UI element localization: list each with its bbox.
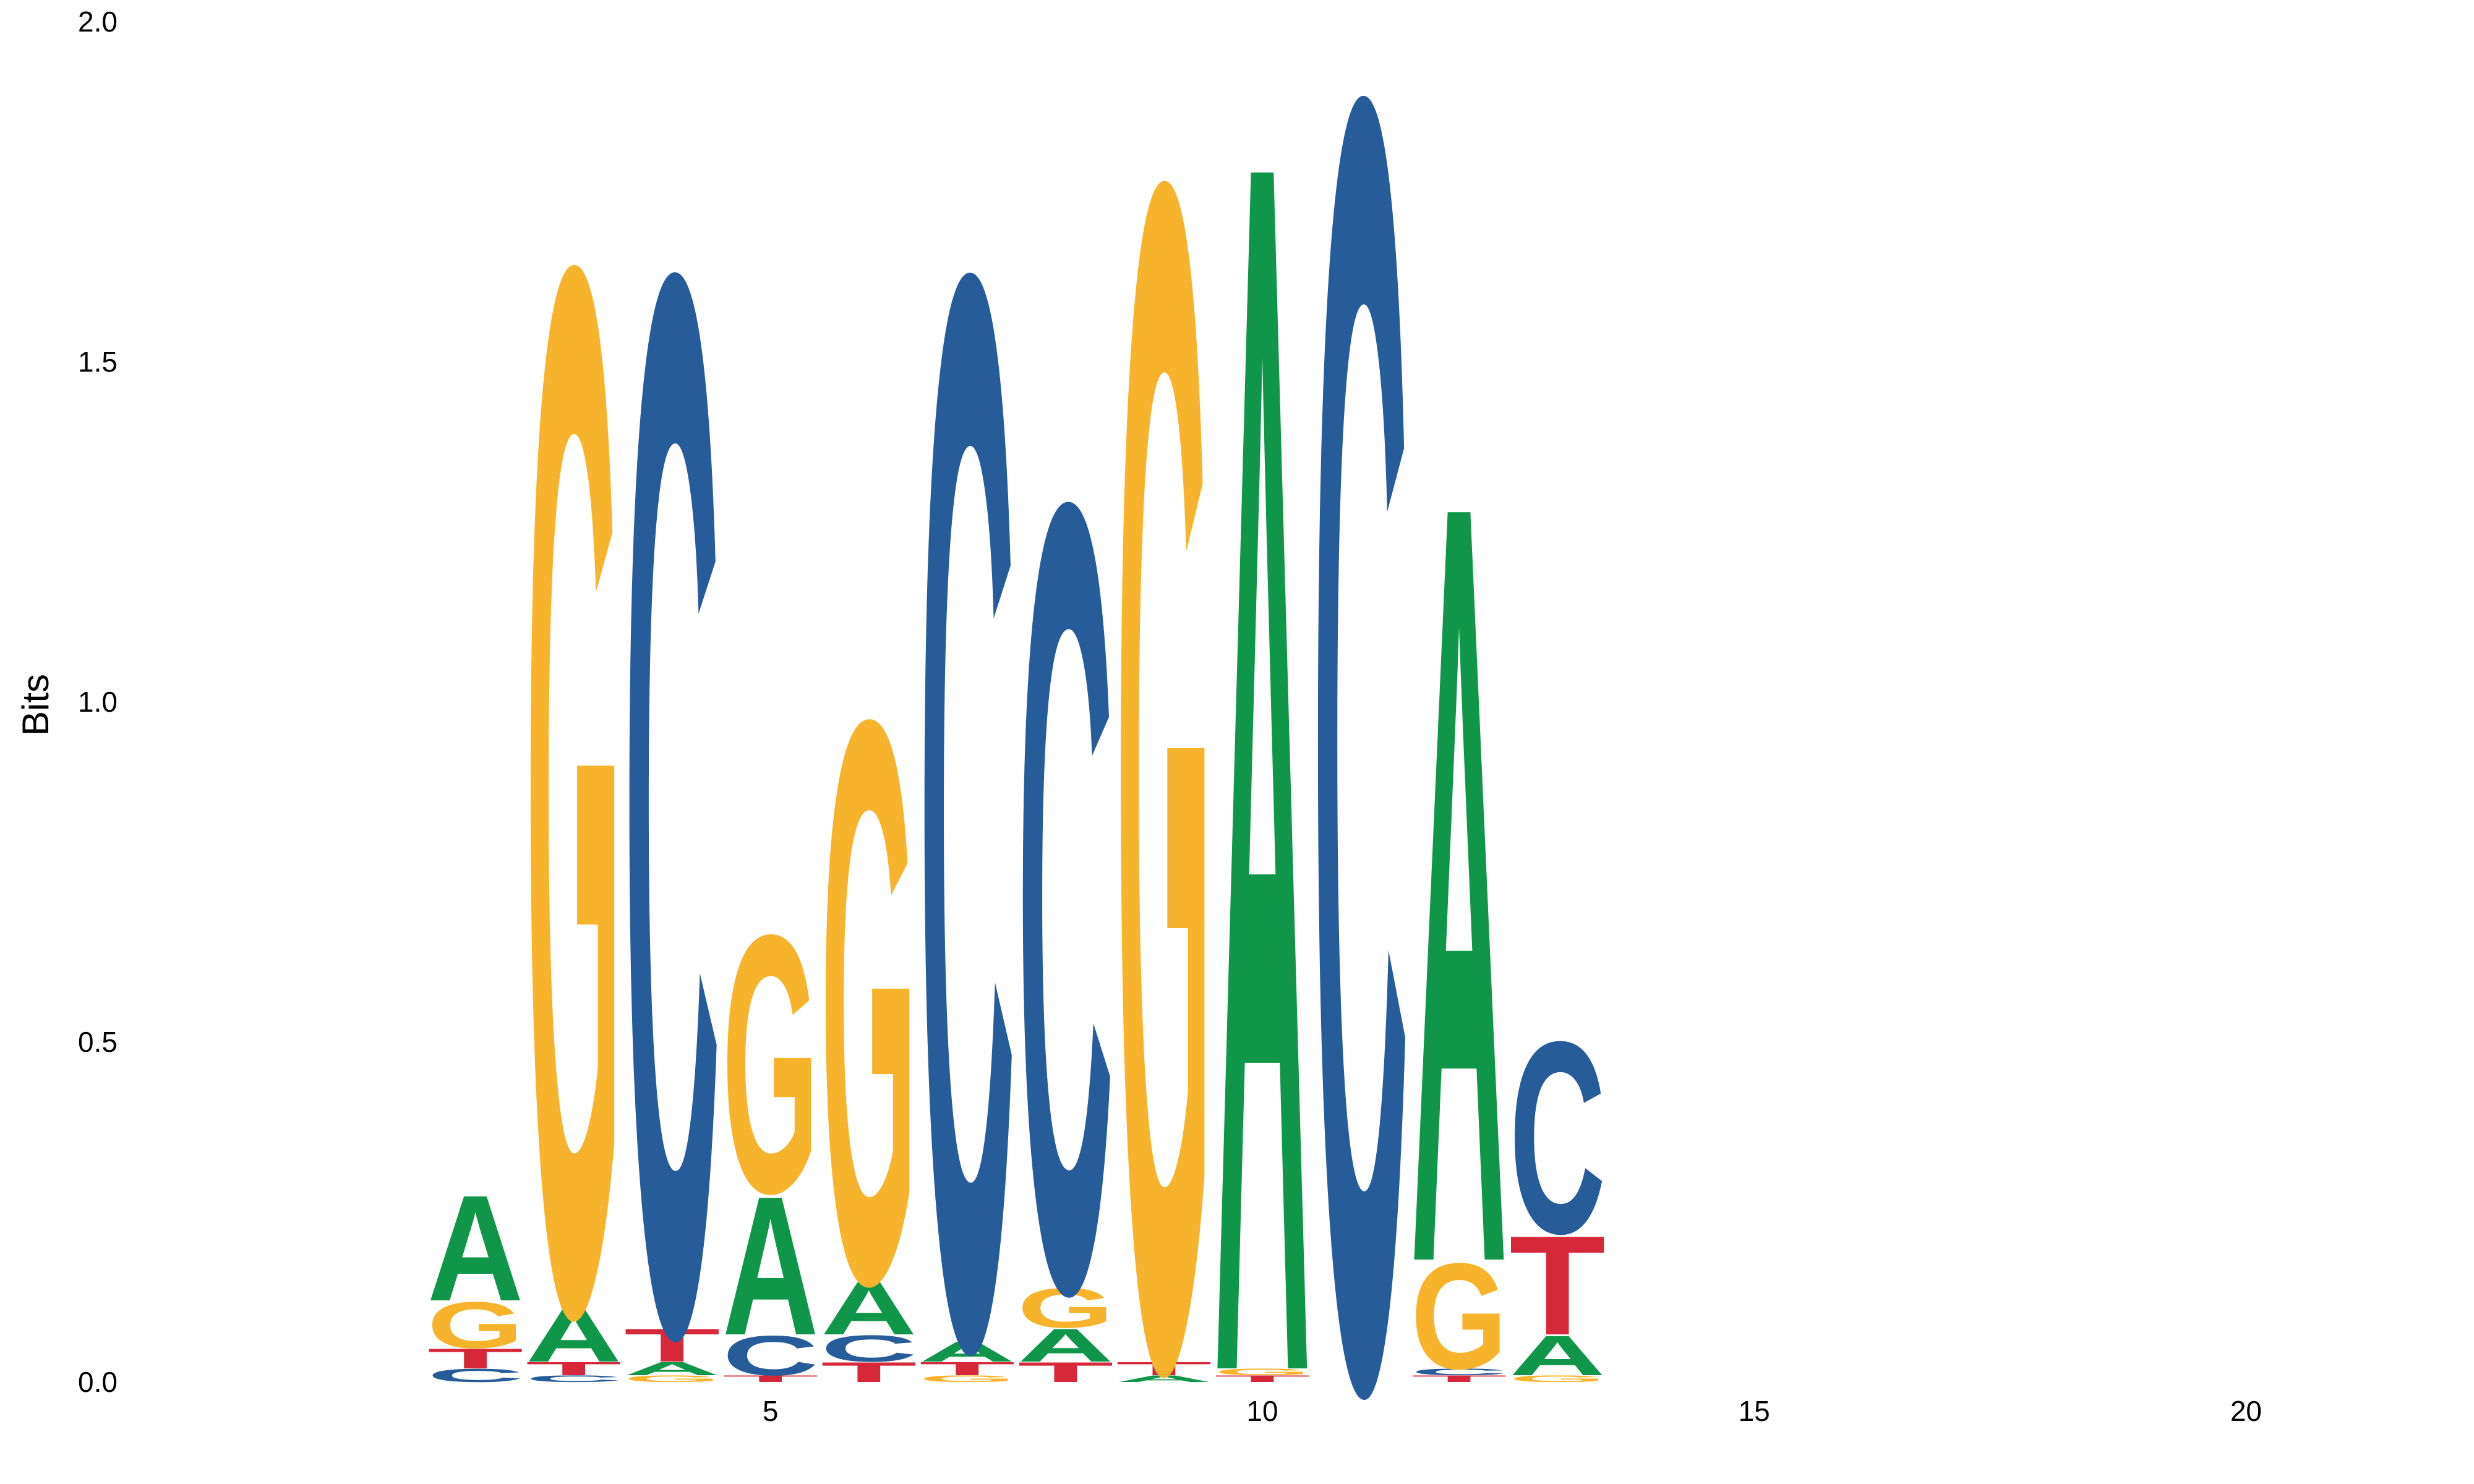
- x-axis-ticks: 5 10 15 20: [763, 1395, 2262, 1427]
- y-axis-ticks: 0.0 0.5 1.0 1.5 2.0: [78, 6, 118, 1398]
- logo-letter-G-pos-8: G: [1017, 1277, 1114, 1340]
- y-tick-label: 1.5: [78, 346, 118, 378]
- logo-letter-G-pos-2: G: [427, 1289, 524, 1362]
- logo-letter-C-pos-5: C: [722, 1324, 819, 1388]
- logo-letter-T-pos-12: T: [1411, 1373, 1507, 1384]
- logo-letter-A-pos-3: A: [526, 1294, 622, 1378]
- logo-letter-T-pos-13: T: [1509, 1206, 1606, 1365]
- logo-letter-C-pos-7: C: [919, 0, 1016, 1484]
- logo-letter-T-pos-6: T: [821, 1356, 917, 1388]
- y-tick-label: 0.0: [78, 1366, 118, 1398]
- logo-letter-T-pos-3: T: [526, 1358, 622, 1379]
- logo-letter-G-pos-7: G: [919, 1373, 1016, 1384]
- logo-letter-G-pos-10: G: [1214, 1367, 1311, 1377]
- x-tick-label: 10: [1246, 1395, 1278, 1427]
- logo-letter-G-pos-6: G: [821, 553, 917, 1451]
- logo-letter-T-pos-2: T: [427, 1342, 524, 1374]
- y-tick-label: 2.0: [78, 6, 118, 38]
- logo-letter-G-pos-12: G: [1411, 1232, 1507, 1401]
- logo-letter-C-pos-13: C: [1509, 985, 1606, 1291]
- y-tick-label: 1.0: [78, 686, 118, 718]
- logo-letter-A-pos-13: A: [1509, 1324, 1606, 1388]
- logo-letter-C-pos-11: C: [1312, 0, 1409, 1484]
- logo-letter-T-pos-7: T: [919, 1358, 1016, 1379]
- logo-letter-G-pos-3: G: [526, 0, 622, 1484]
- logo-letter-G-pos-4: G: [624, 1373, 721, 1384]
- x-tick-label: 5: [763, 1395, 779, 1427]
- logo-letter-A-pos-9: A: [1116, 1373, 1212, 1384]
- logo-letter-T-pos-5: T: [722, 1373, 819, 1384]
- logo-letter-T-pos-8: T: [1017, 1356, 1114, 1388]
- y-tick-label: 0.5: [78, 1026, 118, 1058]
- logo-letter-A-pos-5: A: [722, 1154, 819, 1376]
- logo-letter-A-pos-6: A: [821, 1266, 917, 1351]
- logo-letter-G-pos-9: G: [1116, 0, 1212, 1484]
- logo-letter-C-pos-2: C: [427, 1365, 524, 1386]
- logo-letter-T-pos-10: T: [1214, 1373, 1311, 1384]
- logo-letter-T-pos-4: T: [624, 1319, 721, 1371]
- logo-letter-C-pos-8: C: [1017, 270, 1114, 1484]
- logo-letter-A-pos-10: A: [1214, 0, 1311, 1484]
- logo-letter-A-pos-2: A: [427, 1163, 524, 1333]
- logo-letter-C-pos-3: C: [526, 1373, 622, 1384]
- logo-letter-A-pos-12: A: [1411, 277, 1507, 1484]
- logo-letter-G-pos-13: G: [1509, 1373, 1606, 1384]
- logo-letter-G-pos-5: G: [722, 859, 819, 1270]
- logo-letter-C-pos-4: C: [624, 0, 721, 1484]
- x-tick-label: 20: [2230, 1395, 2262, 1427]
- logo-letter-A-pos-4: A: [624, 1358, 721, 1379]
- logo-letter-A-pos-8: A: [1017, 1319, 1114, 1371]
- logo-letter-C-pos-12: C: [1411, 1367, 1507, 1377]
- x-tick-label: 15: [1739, 1395, 1770, 1427]
- logo-letter-T-pos-9: T: [1116, 1358, 1212, 1379]
- y-axis-title: Bits: [15, 674, 56, 736]
- logo-letter-A-pos-7: A: [919, 1336, 1016, 1368]
- logo-letter-C-pos-6: C: [821, 1328, 917, 1370]
